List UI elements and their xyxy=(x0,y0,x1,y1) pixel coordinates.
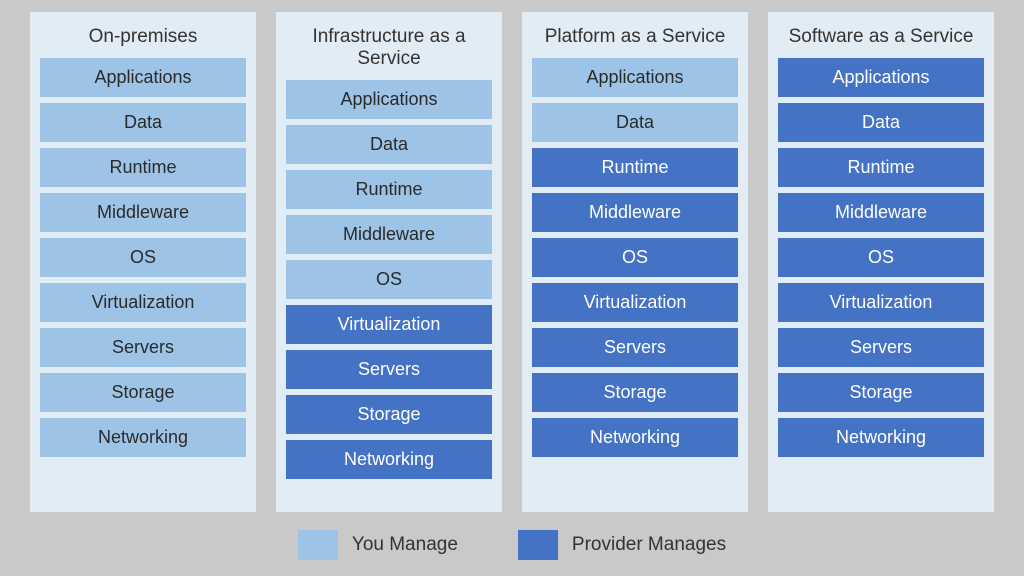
column-on-premises: On-premises Applications Data Runtime Mi… xyxy=(30,12,256,512)
legend-item-you: You Manage xyxy=(298,530,458,560)
layer-applications: Applications xyxy=(286,80,492,119)
layer-middleware: Middleware xyxy=(40,193,246,232)
layer-data: Data xyxy=(40,103,246,142)
layer-applications: Applications xyxy=(40,58,246,97)
columns-row: On-premises Applications Data Runtime Mi… xyxy=(30,12,994,512)
column-saas: Software as a Service Applications Data … xyxy=(768,12,994,512)
layer-data: Data xyxy=(778,103,984,142)
column-iaas: Infrastructure as a Service Applications… xyxy=(276,12,502,512)
layer-runtime: Runtime xyxy=(778,148,984,187)
layer-middleware: Middleware xyxy=(532,193,738,232)
legend: You Manage Provider Manages xyxy=(30,512,994,576)
layer-middleware: Middleware xyxy=(778,193,984,232)
column-header: Software as a Service xyxy=(778,20,984,58)
layer-virtualization: Virtualization xyxy=(532,283,738,322)
layer-networking: Networking xyxy=(40,418,246,457)
layer-os: OS xyxy=(286,260,492,299)
layer-os: OS xyxy=(40,238,246,277)
column-header: Infrastructure as a Service xyxy=(286,20,492,80)
legend-item-provider: Provider Manages xyxy=(518,530,726,560)
layer-applications: Applications xyxy=(778,58,984,97)
layer-storage: Storage xyxy=(40,373,246,412)
swatch-you xyxy=(298,530,338,560)
layer-runtime: Runtime xyxy=(532,148,738,187)
column-header: On-premises xyxy=(40,20,246,58)
layer-virtualization: Virtualization xyxy=(40,283,246,322)
layer-servers: Servers xyxy=(532,328,738,367)
layer-runtime: Runtime xyxy=(40,148,246,187)
layer-runtime: Runtime xyxy=(286,170,492,209)
layer-data: Data xyxy=(532,103,738,142)
layer-applications: Applications xyxy=(532,58,738,97)
layer-servers: Servers xyxy=(286,350,492,389)
layer-networking: Networking xyxy=(286,440,492,479)
swatch-provider xyxy=(518,530,558,560)
layer-networking: Networking xyxy=(532,418,738,457)
layer-virtualization: Virtualization xyxy=(778,283,984,322)
legend-label-you: You Manage xyxy=(352,534,458,556)
layer-virtualization: Virtualization xyxy=(286,305,492,344)
layer-servers: Servers xyxy=(778,328,984,367)
layer-middleware: Middleware xyxy=(286,215,492,254)
legend-label-provider: Provider Manages xyxy=(572,534,726,556)
layer-os: OS xyxy=(532,238,738,277)
layer-storage: Storage xyxy=(778,373,984,412)
column-header: Platform as a Service xyxy=(532,20,738,58)
layer-data: Data xyxy=(286,125,492,164)
layer-servers: Servers xyxy=(40,328,246,367)
column-paas: Platform as a Service Applications Data … xyxy=(522,12,748,512)
layer-storage: Storage xyxy=(532,373,738,412)
layer-networking: Networking xyxy=(778,418,984,457)
layer-os: OS xyxy=(778,238,984,277)
layer-storage: Storage xyxy=(286,395,492,434)
diagram-container: On-premises Applications Data Runtime Mi… xyxy=(0,0,1024,576)
